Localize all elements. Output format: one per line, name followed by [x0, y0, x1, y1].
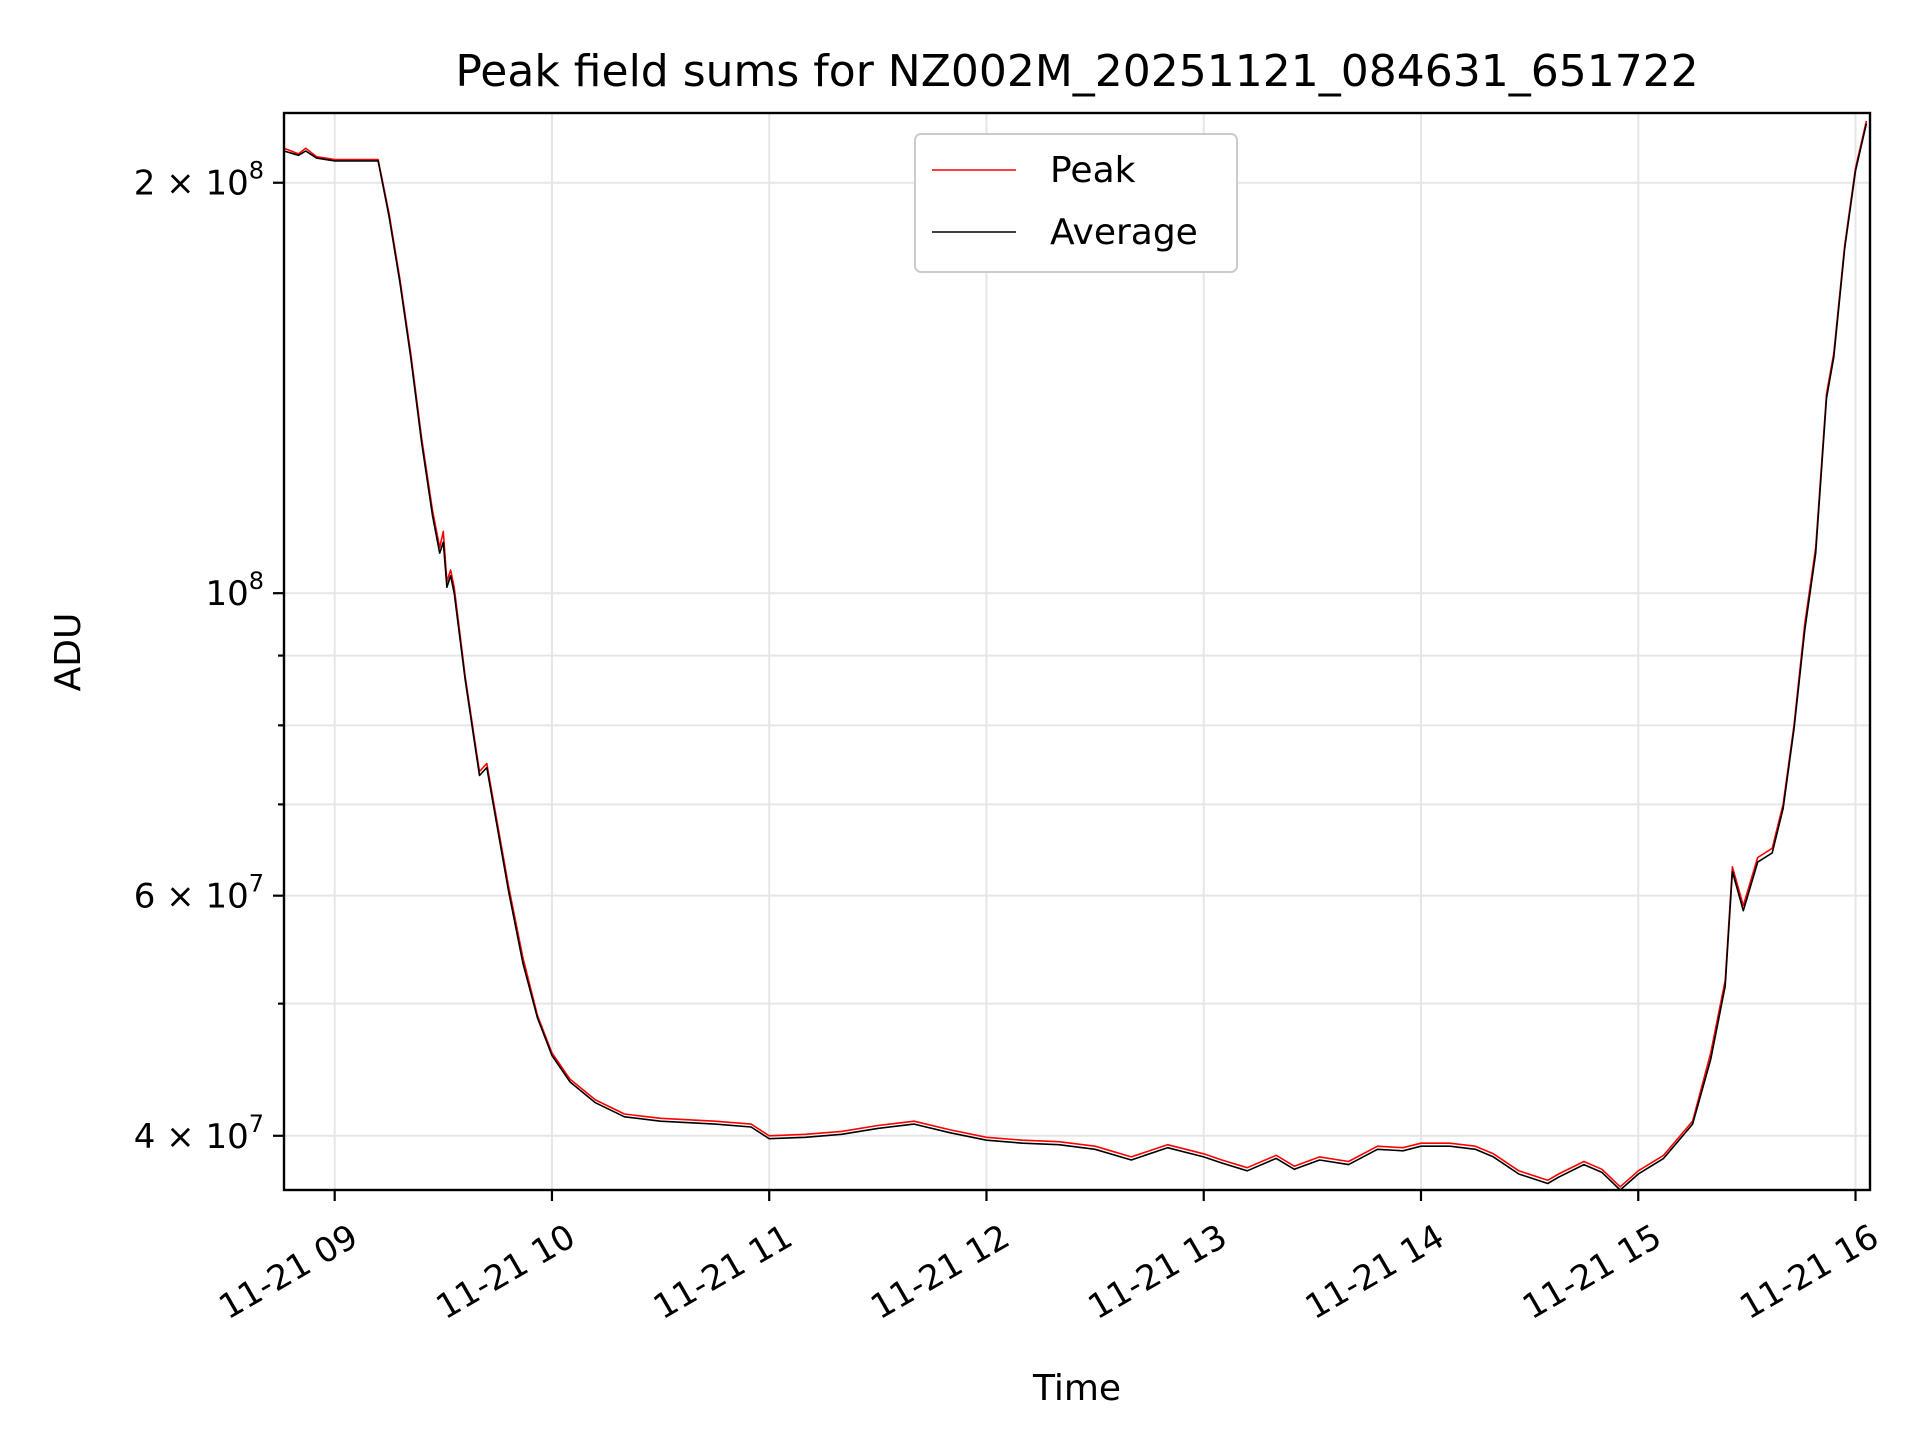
plot-frame: [282, 111, 1872, 1192]
grid-layer: [284, 113, 1870, 1190]
legend-box: [914, 133, 1238, 273]
y-tick-mantissa: 6 × 10: [134, 877, 249, 917]
y-tick-label: 6 × 107: [134, 870, 264, 917]
x-axis-label: Time: [1032, 1368, 1121, 1409]
y-tick-mantissa: 10: [205, 574, 248, 614]
legend-average-label: Average: [1050, 212, 1198, 253]
y-tick-mantissa: 2 × 10: [134, 164, 249, 204]
y-tick-mantissa: 4 × 10: [134, 1117, 249, 1157]
legend: Peak Average: [914, 133, 1238, 273]
y-tick-exponent: 8: [249, 567, 264, 595]
y-tick-label: 2 × 108: [134, 157, 264, 204]
y-tick-exponent: 7: [249, 870, 264, 898]
y-axis-label: ADU: [48, 613, 89, 692]
series-line-average: [283, 123, 1868, 1191]
legend-peak-label: Peak: [1050, 150, 1136, 191]
series-layer: [283, 120, 1868, 1191]
y-tick-label: 108: [205, 567, 264, 614]
chart-title: Peak field sums for NZ002M_20251121_0846…: [455, 46, 1698, 97]
y-tick-exponent: 7: [249, 1110, 264, 1138]
y-tick-exponent: 8: [249, 157, 264, 185]
y-tick-label: 4 × 107: [134, 1110, 264, 1157]
